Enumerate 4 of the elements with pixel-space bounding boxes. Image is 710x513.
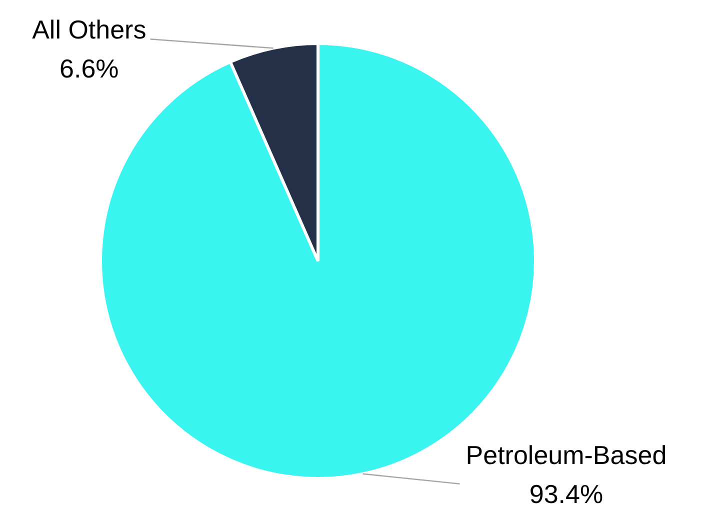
slice-label: All Others — [32, 14, 146, 44]
slice-label: Petroleum-Based — [466, 440, 667, 470]
data-label: 6.6% — [60, 53, 119, 84]
data-label: 93.4% — [529, 479, 604, 510]
